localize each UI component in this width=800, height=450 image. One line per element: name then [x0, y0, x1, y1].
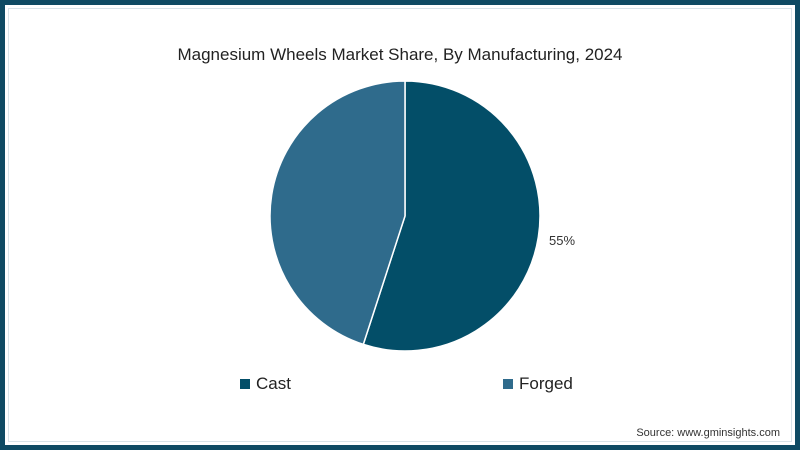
- legend-label-cast: Cast: [256, 374, 291, 393]
- pie-slice-forged[interactable]: [269, 80, 406, 346]
- inner-border: [8, 8, 792, 442]
- legend-item-forged[interactable]: Forged: [503, 374, 573, 394]
- legend-swatch-cast: [240, 379, 250, 389]
- cast-percent-label: 55%: [549, 233, 576, 248]
- legend-swatch-forged: [503, 379, 513, 389]
- legend-item-cast[interactable]: Cast: [240, 374, 291, 394]
- pie-slice-cast[interactable]: [362, 80, 541, 352]
- chart-title: Magnesium Wheels Market Share, By Manufa…: [177, 45, 623, 64]
- source-note: Source: www.gminsights.com: [636, 427, 780, 439]
- legend-label-forged: Forged: [519, 374, 573, 393]
